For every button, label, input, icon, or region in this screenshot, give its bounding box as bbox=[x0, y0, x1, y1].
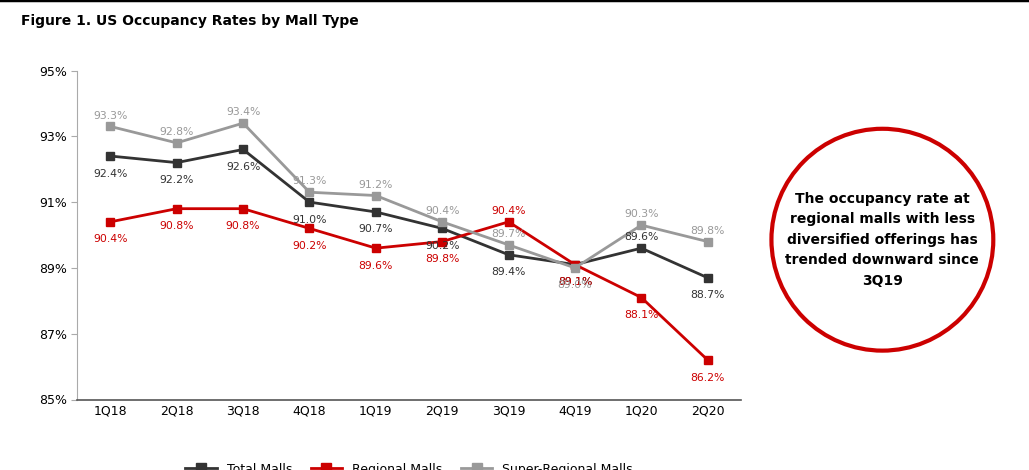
Text: 89.1%: 89.1% bbox=[558, 277, 592, 287]
Text: 92.2%: 92.2% bbox=[159, 175, 193, 185]
Text: 90.4%: 90.4% bbox=[425, 206, 460, 216]
Text: 91.3%: 91.3% bbox=[292, 176, 326, 186]
Text: 89.1%: 89.1% bbox=[558, 277, 592, 287]
Text: 89.7%: 89.7% bbox=[492, 229, 526, 239]
Text: 90.8%: 90.8% bbox=[225, 221, 260, 231]
Text: 93.3%: 93.3% bbox=[94, 110, 128, 120]
Text: 88.7%: 88.7% bbox=[690, 290, 724, 300]
Text: 90.7%: 90.7% bbox=[358, 225, 393, 235]
Text: 90.2%: 90.2% bbox=[292, 241, 327, 251]
Text: 90.2%: 90.2% bbox=[425, 241, 460, 251]
Text: 90.8%: 90.8% bbox=[159, 221, 194, 231]
Text: The occupancy rate at
regional malls with less
diversified offerings has
trended: The occupancy rate at regional malls wit… bbox=[785, 191, 980, 288]
Text: 93.4%: 93.4% bbox=[226, 107, 260, 117]
Text: 89.6%: 89.6% bbox=[625, 232, 659, 242]
Text: 92.4%: 92.4% bbox=[94, 169, 128, 179]
Text: Figure 1. US Occupancy Rates by Mall Type: Figure 1. US Occupancy Rates by Mall Typ… bbox=[21, 14, 358, 28]
Legend: Total Malls, Regional Malls, Super-Regional Malls: Total Malls, Regional Malls, Super-Regio… bbox=[180, 458, 638, 470]
Text: 90.3%: 90.3% bbox=[624, 209, 659, 219]
Text: 90.4%: 90.4% bbox=[491, 206, 526, 216]
Text: 91.0%: 91.0% bbox=[292, 215, 327, 225]
Text: 91.2%: 91.2% bbox=[359, 180, 393, 189]
Text: 89.6%: 89.6% bbox=[359, 261, 393, 271]
Text: 89.4%: 89.4% bbox=[492, 267, 526, 277]
Text: 90.4%: 90.4% bbox=[93, 235, 128, 244]
Text: 86.2%: 86.2% bbox=[690, 373, 724, 383]
Text: 92.6%: 92.6% bbox=[226, 162, 260, 172]
Text: 89.8%: 89.8% bbox=[425, 254, 459, 264]
Text: 92.8%: 92.8% bbox=[159, 127, 193, 137]
Text: 88.1%: 88.1% bbox=[625, 310, 659, 320]
Text: 89.8%: 89.8% bbox=[690, 226, 724, 235]
Text: 89.0%: 89.0% bbox=[558, 281, 593, 290]
